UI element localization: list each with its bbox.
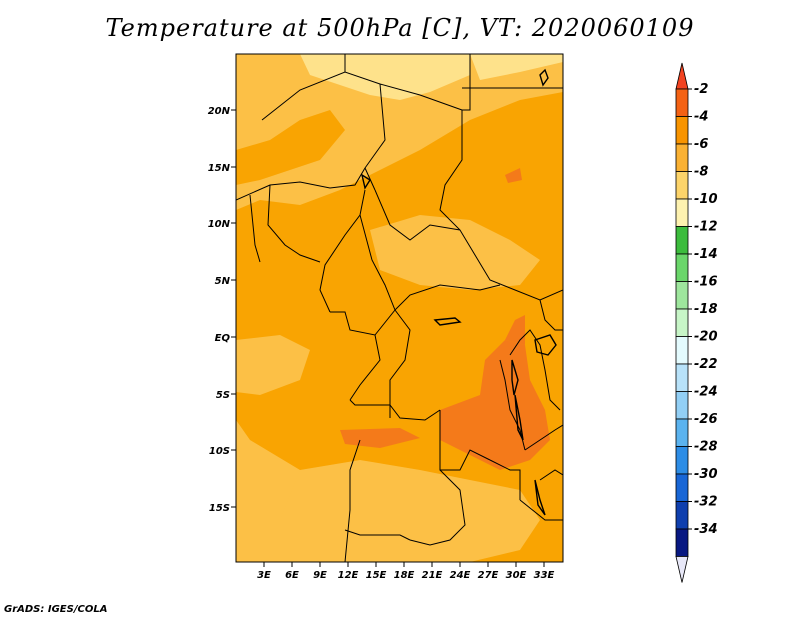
lon-label: 6E xyxy=(285,570,299,581)
colorbar-swatch xyxy=(675,226,689,255)
lat-label: 15N xyxy=(208,163,231,174)
colorbar-label: -16 xyxy=(694,275,718,290)
field-region-cool-central xyxy=(370,215,540,290)
lat-label: 10S xyxy=(209,446,230,457)
lat-label: 5N xyxy=(215,276,231,287)
colorbar-label: -28 xyxy=(694,440,718,455)
colorbar-label: -8 xyxy=(694,165,708,180)
colorbar-swatch xyxy=(675,198,689,227)
colorbar-swatch xyxy=(675,308,689,337)
lon-label: 24E xyxy=(450,570,471,581)
colorbar-label: -18 xyxy=(694,302,718,317)
colorbar-swatch xyxy=(675,363,689,392)
lon-label: 27E xyxy=(478,570,499,581)
lon-label: 3E xyxy=(257,570,271,581)
lon-label: 12E xyxy=(338,570,359,581)
lon-label: 33E xyxy=(534,570,555,581)
colorbar-bottom-triangle xyxy=(675,556,689,583)
colorbar-swatch xyxy=(675,446,689,475)
colorbar-swatch xyxy=(675,143,689,172)
colorbar-label: -32 xyxy=(694,495,718,510)
map-frame xyxy=(235,53,564,563)
latitude-axis xyxy=(231,109,236,508)
lon-label: 30E xyxy=(506,570,527,581)
chart-title: Temperature at 500hPa [C], VT: 202006010… xyxy=(105,14,695,42)
colorbar-swatch xyxy=(675,391,689,420)
colorbar-swatch xyxy=(675,171,689,200)
colorbar-swatch xyxy=(675,336,689,365)
colorbar-label: -10 xyxy=(694,192,718,207)
colorbar: -2 -4 -6 -8 -10 -12 -14 -16 -18 -20 -22 -24 -26 -28 -3… xyxy=(675,62,718,583)
lat-label: 20N xyxy=(208,106,231,117)
temperature-field xyxy=(236,54,563,562)
longitude-labels: 3E 6E 9E 12E 15E 18E 21E 24E 27E 30E 33E xyxy=(257,570,554,581)
lon-label: 21E xyxy=(422,570,443,581)
lat-label: EQ xyxy=(215,333,231,344)
field-region-cold-north xyxy=(300,54,470,100)
lake-outlines xyxy=(360,68,557,516)
colorbar-swatch xyxy=(675,253,689,282)
colorbar-label: -24 xyxy=(694,385,718,400)
colorbar-label: -30 xyxy=(694,467,718,482)
longitude-axis xyxy=(263,562,545,567)
colorbar-swatch xyxy=(675,281,689,310)
field-region-cool-south xyxy=(280,460,540,562)
colorbar-swatch xyxy=(675,88,689,117)
lon-label: 15E xyxy=(366,570,387,581)
field-region-warm-west xyxy=(236,250,330,345)
latitude-labels: 20N 15N 10N 5N EQ 5S 10S 15S xyxy=(208,106,231,514)
grads-credit: GrADS: IGES/COLA xyxy=(4,604,108,615)
colorbar-swatch xyxy=(675,473,689,502)
colorbar-label: -4 xyxy=(694,110,708,125)
field-region-cool-west xyxy=(236,335,310,395)
colorbar-swatch xyxy=(675,418,689,447)
field-region-hot-east xyxy=(505,315,525,345)
field-region-warm-north xyxy=(236,110,345,185)
colorbar-label: -34 xyxy=(694,522,718,537)
colorbar-top-triangle xyxy=(675,62,689,90)
colorbar-label: -22 xyxy=(694,357,718,372)
colorbar-label: -12 xyxy=(694,220,718,235)
colorbar-label: -2 xyxy=(694,82,708,97)
lon-label: 18E xyxy=(394,570,415,581)
lat-label: 5S xyxy=(216,390,230,401)
country-borders xyxy=(236,54,563,562)
colorbar-label: -14 xyxy=(694,247,718,262)
lat-label: 10N xyxy=(208,219,231,230)
field-region-hot-northeast xyxy=(505,168,522,183)
colorbar-swatch xyxy=(675,501,689,530)
lon-label: 9E xyxy=(313,570,327,581)
lat-label: 15S xyxy=(209,503,230,514)
field-region-hot-west xyxy=(340,428,420,448)
colorbar-swatch xyxy=(675,528,689,557)
colorbar-label: -20 xyxy=(694,330,718,345)
colorbar-label: -26 xyxy=(694,412,718,427)
field-region-cold-northeast xyxy=(470,54,563,80)
colorbar-label: -6 xyxy=(694,137,708,152)
colorbar-swatch xyxy=(675,116,689,145)
